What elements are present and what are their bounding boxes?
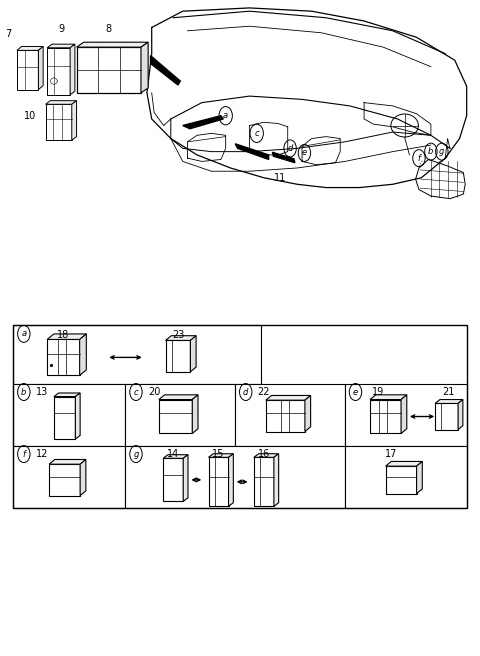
Polygon shape xyxy=(166,336,196,340)
Polygon shape xyxy=(151,56,180,85)
Text: e: e xyxy=(353,388,358,396)
Polygon shape xyxy=(54,393,80,397)
Text: g: g xyxy=(439,147,444,156)
Text: e: e xyxy=(302,148,307,157)
Polygon shape xyxy=(208,454,233,457)
Text: 20: 20 xyxy=(148,387,160,397)
Text: 9: 9 xyxy=(58,24,64,34)
Polygon shape xyxy=(183,455,188,501)
Text: d: d xyxy=(288,144,293,153)
Polygon shape xyxy=(80,334,86,375)
Text: 17: 17 xyxy=(385,449,398,459)
Bar xyxy=(13,325,262,384)
Polygon shape xyxy=(370,395,407,400)
Polygon shape xyxy=(458,400,463,430)
Polygon shape xyxy=(163,455,188,459)
Text: 22: 22 xyxy=(258,387,270,397)
Bar xyxy=(435,403,458,430)
Text: d: d xyxy=(243,388,249,396)
Polygon shape xyxy=(274,454,279,506)
Bar xyxy=(266,400,305,432)
Bar xyxy=(254,457,274,506)
Bar xyxy=(13,325,467,508)
Bar xyxy=(54,397,75,439)
Text: b: b xyxy=(428,147,433,156)
Polygon shape xyxy=(47,44,75,48)
Bar xyxy=(125,445,345,508)
Polygon shape xyxy=(385,461,422,466)
Text: 23: 23 xyxy=(172,329,184,340)
Text: a: a xyxy=(223,112,228,120)
Bar xyxy=(385,466,417,493)
Bar xyxy=(13,384,125,445)
Polygon shape xyxy=(70,44,75,95)
Text: 14: 14 xyxy=(167,449,180,459)
Text: c: c xyxy=(133,388,138,396)
Text: f: f xyxy=(22,449,25,459)
Polygon shape xyxy=(401,395,407,434)
Polygon shape xyxy=(305,396,311,432)
Polygon shape xyxy=(273,152,295,163)
Polygon shape xyxy=(159,395,198,400)
Text: 19: 19 xyxy=(372,387,384,397)
Text: 16: 16 xyxy=(258,449,270,459)
Polygon shape xyxy=(38,47,43,90)
Bar xyxy=(13,445,125,508)
Polygon shape xyxy=(141,42,148,93)
Bar xyxy=(46,104,72,140)
Text: g: g xyxy=(133,449,139,459)
Bar xyxy=(49,464,80,495)
Polygon shape xyxy=(192,395,198,434)
Polygon shape xyxy=(72,100,76,140)
Polygon shape xyxy=(266,396,311,400)
Text: 12: 12 xyxy=(36,449,48,459)
Bar xyxy=(345,384,467,445)
Polygon shape xyxy=(75,393,80,439)
Polygon shape xyxy=(183,115,223,129)
Text: 11: 11 xyxy=(275,173,287,183)
Bar xyxy=(125,384,235,445)
Polygon shape xyxy=(76,42,148,47)
Bar xyxy=(47,48,70,95)
Text: 7: 7 xyxy=(5,29,12,39)
Polygon shape xyxy=(235,144,269,159)
Polygon shape xyxy=(49,459,86,464)
Text: f: f xyxy=(418,154,420,163)
Bar xyxy=(370,400,401,434)
Bar xyxy=(166,340,191,372)
Text: 13: 13 xyxy=(36,387,48,397)
Bar xyxy=(235,384,345,445)
Polygon shape xyxy=(435,400,463,403)
Text: 21: 21 xyxy=(443,387,455,397)
Bar xyxy=(76,47,141,93)
Polygon shape xyxy=(254,454,279,457)
Bar xyxy=(208,457,228,506)
Text: 18: 18 xyxy=(57,329,70,340)
Polygon shape xyxy=(80,459,86,495)
Text: 15: 15 xyxy=(212,449,225,459)
Text: 10: 10 xyxy=(24,111,36,121)
Polygon shape xyxy=(17,47,43,51)
Bar xyxy=(17,51,38,90)
Text: c: c xyxy=(254,129,259,138)
Text: b: b xyxy=(21,388,26,396)
Polygon shape xyxy=(46,100,76,104)
Polygon shape xyxy=(228,454,233,506)
Bar xyxy=(163,459,183,501)
Polygon shape xyxy=(47,334,86,339)
Bar xyxy=(345,445,467,508)
Bar xyxy=(47,339,80,375)
Polygon shape xyxy=(417,461,422,493)
Bar xyxy=(159,400,192,434)
Text: 8: 8 xyxy=(106,24,112,34)
Polygon shape xyxy=(191,336,196,372)
Text: a: a xyxy=(21,329,26,338)
